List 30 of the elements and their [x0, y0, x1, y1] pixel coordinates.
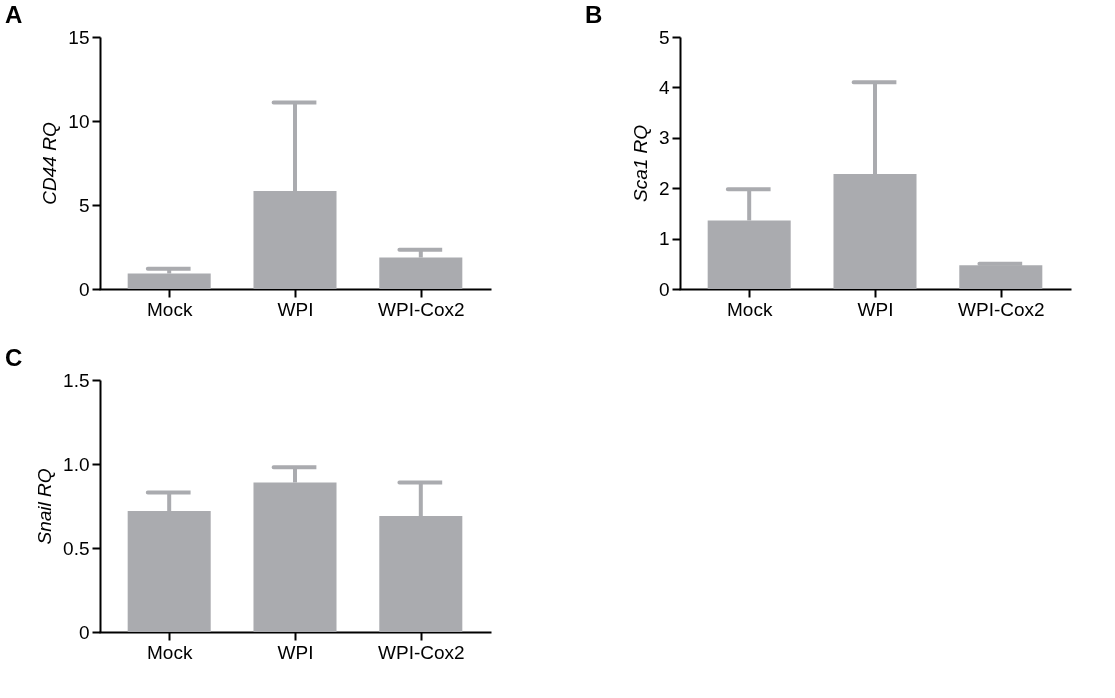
y-axis-title: Snail RQ — [34, 468, 56, 545]
y-tick-label: 2 — [658, 177, 670, 199]
x-tick-label: Mock — [146, 641, 193, 663]
chart-title: B — [585, 1, 603, 28]
y-tick-label: 3 — [658, 127, 670, 149]
bar — [959, 265, 1043, 289]
x-tick-label: WPI-Cox2 — [378, 298, 465, 320]
y-tick-label: 0.5 — [63, 537, 90, 559]
y-tick-label: 0 — [78, 278, 90, 300]
x-tick-label: Mock — [726, 298, 773, 320]
chart-title: C — [5, 344, 23, 371]
x-tick-label: WPI — [277, 641, 314, 663]
y-tick-label: 1 — [658, 228, 670, 250]
y-tick-label: 4 — [658, 76, 670, 98]
y-tick-label: 15 — [68, 26, 90, 48]
y-tick-label: 10 — [68, 110, 90, 132]
y-tick-label: 0 — [658, 278, 670, 300]
x-tick-label: Mock — [146, 298, 193, 320]
x-tick-label: WPI-Cox2 — [378, 641, 465, 663]
y-axis-title: Sca1 RQ — [629, 124, 651, 203]
y-tick-label: 0 — [78, 621, 90, 643]
y-tick-label: 1.0 — [63, 453, 90, 475]
chart-title: A — [5, 1, 23, 28]
y-tick-label: 5 — [658, 26, 670, 48]
y-tick-label: 5 — [78, 194, 90, 216]
x-tick-label: WPI-Cox2 — [958, 298, 1045, 320]
x-tick-label: WPI — [857, 298, 894, 320]
y-tick-label: 1.5 — [63, 369, 90, 391]
x-tick-label: WPI — [277, 298, 314, 320]
y-axis-title: CD44 RQ — [39, 122, 61, 205]
